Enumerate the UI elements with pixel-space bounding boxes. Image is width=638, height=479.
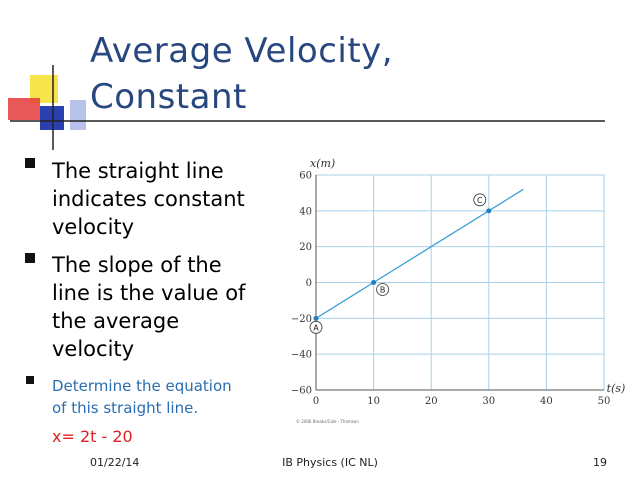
y-axis-label: x(m) [310,157,335,170]
x-tick-label: 30 [482,396,495,407]
x-axis-label: t(s) [607,382,626,395]
decor [8,98,40,120]
point-label: A [313,323,319,332]
y-tick-label: 0 [306,278,312,289]
x-tick-label: 0 [313,396,319,407]
y-tick-label: −60 [291,386,312,397]
decor [70,100,86,130]
bullet-marker [25,158,35,168]
bullet-line: line is the value of [52,281,246,305]
title-line: Constant [90,77,247,117]
bullet-line: The slope of the [51,253,222,277]
title-line: Average Velocity, [90,31,393,71]
point-label-ring [309,320,323,334]
bullets: The straight line indicates constant veloc… [51,159,246,417]
footer-course: IB Physics (IC NL) [282,456,378,469]
data-point [371,280,377,285]
bullet-marker [25,253,35,263]
x-tick-label: 20 [425,396,438,407]
point-label-ring [376,283,390,296]
bullet-line: indicates constant [52,187,245,211]
chart: −60 −40 −20 0 20 40 60 0 10 20 30 40 50 x(m) t(s) © 200… [291,157,625,424]
bullet-line: the average [52,309,179,333]
decor [40,106,64,130]
x-tick-label: 10 [367,396,380,407]
x-tick-label: 40 [540,396,553,407]
y-tick-label: −20 [291,314,312,325]
footer-page: 19 [593,456,607,469]
point-label: B [380,286,386,295]
y-tick-label: 60 [299,171,312,182]
y-tick-label: 20 [299,242,312,253]
credit: © 2006 Brooks/Cole - Thomson [296,419,359,424]
data-point [486,208,492,214]
bullet-marker [26,376,34,384]
equation: x= 2t - 20 [52,427,133,446]
bullet-line: The straight line [51,159,224,183]
bullet-line: Determine the equation [52,377,232,395]
bullet-line: velocity [52,337,134,361]
data-point [313,315,319,321]
x-tick-label: 50 [598,396,611,407]
point-label-ring [473,193,487,207]
y-tick-label: 40 [299,206,312,217]
bullet-line: of this straight line. [52,399,198,417]
y-tick-label: −40 [291,350,312,361]
footer-date: 01/22/14 [90,456,139,469]
point-label: C [477,196,483,205]
bullet-line: velocity [52,215,134,239]
